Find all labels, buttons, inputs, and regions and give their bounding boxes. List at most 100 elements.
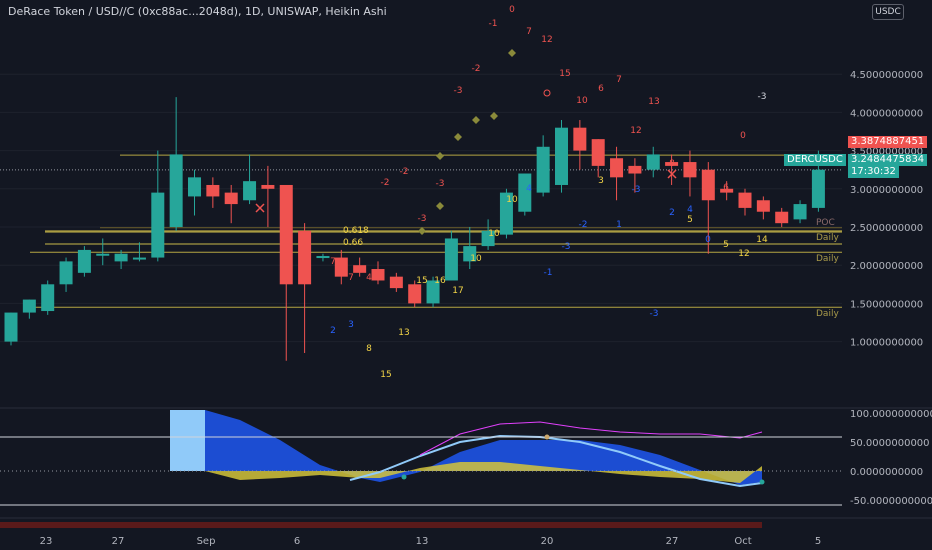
candle-body [96,253,110,256]
td-count-label: 6 [687,168,693,178]
candle-body [77,249,91,273]
diamond-marker [508,49,516,57]
candle-body [573,127,587,151]
candle-body [518,173,532,212]
td-count-label: 4 [687,205,693,215]
chart-title: DeRace Token / USD//C (0xc88ac...2048d),… [8,5,387,18]
diamond-marker [436,202,444,210]
td-count-label: 15 [380,370,391,380]
fib-label: 0.618 [343,226,369,236]
td-count-label: 10 [576,96,588,106]
price-tick-label: 2.5000000000 [850,223,923,234]
price-tick-label: 4.0000000000 [850,108,923,119]
oscillator-tick-label: -50.0000000000 [850,496,932,507]
cross-marker [255,203,265,213]
candle-body [463,246,477,262]
candle-body [114,253,128,262]
td-count-label: 5 [723,240,729,250]
td-count-label: 7 [330,257,336,267]
td-count-label: 7 [348,273,354,283]
cross-marker [667,169,677,179]
td-count-label: -3 [562,242,571,252]
candle-body [59,261,73,285]
td-count-label: 10 [506,195,518,205]
oscillator-signal-line [349,434,763,488]
time-tick-label: Sep [197,536,216,547]
td-count-label: 2 [330,326,336,336]
candle-body [591,139,605,166]
td-count-label: 15 [416,276,427,286]
td-count-label: 10 [488,229,500,239]
candle-body [775,211,789,224]
td-count-label: 0 [740,131,746,141]
candle-body [811,169,825,208]
candle-body [298,230,312,285]
time-tick-label: 13 [416,536,429,547]
price-tick-label: 2.0000000000 [850,261,923,272]
td-count-label: -1 [544,268,553,278]
td-count-label: -3 [454,86,463,96]
candle-body [4,312,18,342]
candle-body [334,257,348,277]
td-count-label: 12 [738,249,749,259]
td-count-label: -3 [632,185,641,195]
price-tick-label: 1.0000000000 [850,338,923,349]
time-tick-label: 5 [815,536,821,547]
candle-body [371,269,385,281]
td-count-label: 0 [509,5,515,15]
candle-body [22,299,36,313]
oscillator-panel [0,407,932,528]
time-tick-label: 27 [112,536,125,547]
candle-body [151,192,165,258]
price-tick-label: 3.0000000000 [850,185,923,196]
td-count-label: -1 [489,19,498,29]
price-tick-label: 4.5000000000 [850,70,923,81]
candle-body [683,162,697,178]
axes: 4.5000000000 4.0000000000 3.5000000000 3.00… [40,70,932,547]
candle-body [408,284,422,304]
candle-body [224,192,238,205]
time-tick-label: 6 [294,536,300,547]
td-count-label: -2 [472,64,481,74]
td-count-label: 8 [669,159,675,169]
td-count-label: -3 [418,214,427,224]
candle-body [756,200,770,212]
td-count-label: -3 [758,92,767,102]
candle-body [701,169,715,201]
daily-label: Daily [816,309,839,319]
td-count-label: 2 [669,208,675,218]
candle-body [169,154,183,227]
td-count-label: 6 [598,84,604,94]
oscillator-magenta-line [419,421,763,456]
candle-body [738,192,752,208]
td-count-label: 13 [648,97,659,107]
candle-body [720,188,734,193]
fib-label: 0.66 [343,238,363,248]
candle-body [353,265,367,273]
oscillator-dot [401,474,407,480]
oscillator-tick-label: 0.0000000000 [850,467,923,478]
currency-button[interactable]: USDC [872,4,904,20]
td-count-label: -3 [436,179,445,189]
symbol-label: DERCUSDC [784,154,846,166]
td-count-label: 4 [366,273,372,283]
candle-body [261,184,275,189]
candle-body [132,257,146,260]
oscillator-tick-label: 50.0000000000 [850,438,930,449]
candle-body [646,154,660,170]
td-count-label: 15 [559,69,570,79]
grid-lines [0,73,842,343]
td-count-label: 11 [701,173,712,183]
diamond-marker [418,227,426,235]
candle-body [316,256,330,259]
candle-body [628,165,642,174]
diamond-marker [472,116,480,124]
td-count-label: 4 [526,184,532,194]
td-count-label: 14 [756,235,768,245]
diamond-marker [436,152,444,160]
diamond-marker [454,133,462,141]
oscillator-dot [759,479,765,485]
td-count-label: 0 [705,235,711,245]
